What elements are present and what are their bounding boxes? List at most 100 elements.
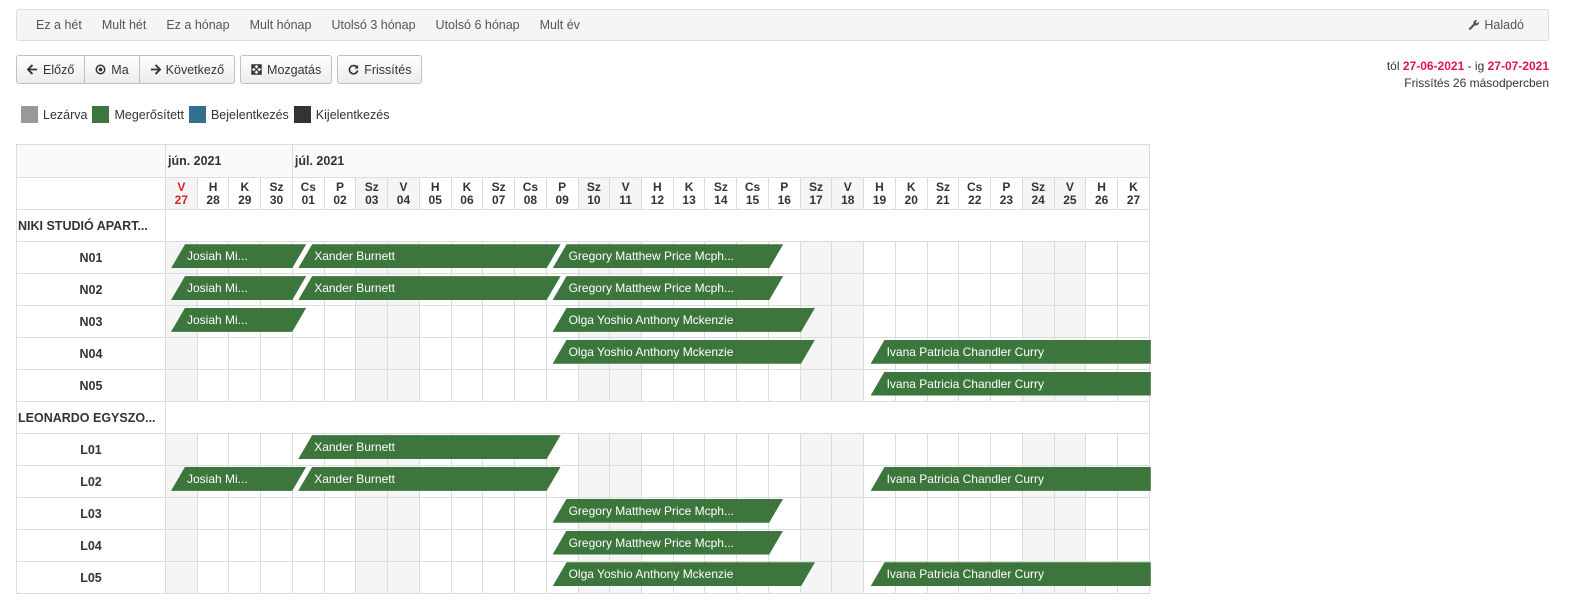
day-cell[interactable] xyxy=(1085,241,1118,274)
day-cell[interactable] xyxy=(1117,273,1150,306)
day-cell[interactable] xyxy=(260,529,293,562)
day-cell[interactable] xyxy=(799,241,833,274)
day-cell[interactable] xyxy=(831,561,865,594)
day-cell[interactable] xyxy=(418,529,452,562)
next-button[interactable]: Következő xyxy=(138,55,236,84)
prev-button[interactable]: Előző xyxy=(16,55,86,84)
day-cell[interactable] xyxy=(1053,305,1087,338)
refresh-button[interactable]: Frissítés xyxy=(337,55,423,84)
range-last-year[interactable]: Mult év xyxy=(539,18,580,32)
day-cell[interactable] xyxy=(863,433,896,466)
day-cell[interactable] xyxy=(291,337,325,370)
day-cell[interactable] xyxy=(767,369,801,402)
day-cell[interactable] xyxy=(1053,433,1087,466)
day-cell[interactable] xyxy=(545,369,579,402)
day-cell[interactable] xyxy=(767,433,801,466)
day-cell[interactable] xyxy=(228,369,262,402)
day-cell[interactable] xyxy=(1117,497,1150,530)
booking-bar[interactable]: Olga Yoshio Anthony Mckenzie xyxy=(553,308,815,332)
day-cell[interactable] xyxy=(958,529,992,562)
range-last-month[interactable]: Mult hónap xyxy=(249,18,312,32)
day-cell[interactable] xyxy=(514,561,547,594)
day-cell[interactable] xyxy=(926,305,960,338)
day-cell[interactable] xyxy=(355,337,389,370)
day-cell[interactable] xyxy=(387,529,420,562)
day-cell[interactable] xyxy=(323,529,357,562)
day-cell[interactable] xyxy=(387,369,420,402)
day-cell[interactable] xyxy=(164,561,198,594)
day-cell[interactable] xyxy=(291,369,325,402)
day-cell[interactable] xyxy=(482,561,516,594)
range-last-week[interactable]: Mult hét xyxy=(101,18,147,32)
day-cell[interactable] xyxy=(736,433,769,466)
day-cell[interactable] xyxy=(1021,273,1055,306)
day-cell[interactable] xyxy=(514,529,547,562)
day-cell[interactable] xyxy=(990,433,1023,466)
day-cell[interactable] xyxy=(418,497,452,530)
day-cell[interactable] xyxy=(863,305,896,338)
day-cell[interactable] xyxy=(894,241,928,274)
booking-bar[interactable]: Ivana Patricia Chandler Curry xyxy=(870,339,1151,364)
day-cell[interactable] xyxy=(1021,497,1055,530)
day-cell[interactable] xyxy=(355,305,389,338)
day-cell[interactable] xyxy=(926,273,960,306)
day-cell[interactable] xyxy=(926,433,960,466)
day-cell[interactable] xyxy=(228,497,262,530)
booking-bar[interactable]: Josiah Mi... xyxy=(171,244,306,268)
day-cell[interactable] xyxy=(831,497,865,530)
day-cell[interactable] xyxy=(418,337,452,370)
day-cell[interactable] xyxy=(799,497,833,530)
day-cell[interactable] xyxy=(990,241,1023,274)
day-cell[interactable] xyxy=(1085,305,1118,338)
booking-bar[interactable]: Olga Yoshio Anthony Mckenzie xyxy=(553,340,815,364)
day-cell[interactable] xyxy=(831,305,865,338)
day-cell[interactable] xyxy=(736,369,769,402)
day-cell[interactable] xyxy=(958,433,992,466)
day-cell[interactable] xyxy=(514,337,547,370)
day-cell[interactable] xyxy=(1053,241,1087,274)
day-cell[interactable] xyxy=(799,273,833,306)
booking-bar[interactable]: Xander Burnett xyxy=(298,276,560,300)
booking-bar[interactable]: Gregory Matthew Price Mcph... xyxy=(553,276,784,300)
range-this-month[interactable]: Ez a hónap xyxy=(166,18,230,32)
day-cell[interactable] xyxy=(514,369,547,402)
booking-bar[interactable]: Xander Burnett xyxy=(298,467,560,491)
day-cell[interactable] xyxy=(831,529,865,562)
day-cell[interactable] xyxy=(196,561,230,594)
day-cell[interactable] xyxy=(672,433,706,466)
day-cell[interactable] xyxy=(482,497,516,530)
day-cell[interactable] xyxy=(672,465,706,498)
day-cell[interactable] xyxy=(482,305,516,338)
day-cell[interactable] xyxy=(577,465,611,498)
day-cell[interactable] xyxy=(704,433,738,466)
day-cell[interactable] xyxy=(450,369,484,402)
day-cell[interactable] xyxy=(482,337,516,370)
day-cell[interactable] xyxy=(704,369,738,402)
day-cell[interactable] xyxy=(196,433,230,466)
day-cell[interactable] xyxy=(926,241,960,274)
day-cell[interactable] xyxy=(799,529,833,562)
day-cell[interactable] xyxy=(196,497,230,530)
day-cell[interactable] xyxy=(863,241,896,274)
day-cell[interactable] xyxy=(609,369,642,402)
day-cell[interactable] xyxy=(894,529,928,562)
day-cell[interactable] xyxy=(418,561,452,594)
day-cell[interactable] xyxy=(164,369,198,402)
day-cell[interactable] xyxy=(831,369,865,402)
day-cell[interactable] xyxy=(355,561,389,594)
day-cell[interactable] xyxy=(1021,241,1055,274)
move-button[interactable]: Mozgatás xyxy=(240,55,333,84)
day-cell[interactable] xyxy=(1053,529,1087,562)
day-cell[interactable] xyxy=(577,433,611,466)
day-cell[interactable] xyxy=(291,529,325,562)
day-cell[interactable] xyxy=(228,433,262,466)
day-cell[interactable] xyxy=(799,465,833,498)
booking-bar[interactable]: Josiah Mi... xyxy=(171,308,306,332)
day-cell[interactable] xyxy=(355,529,389,562)
booking-bar[interactable]: Ivana Patricia Chandler Curry xyxy=(870,466,1151,491)
day-cell[interactable] xyxy=(387,497,420,530)
day-cell[interactable] xyxy=(228,529,262,562)
day-cell[interactable] xyxy=(164,337,198,370)
booking-bar[interactable]: Gregory Matthew Price Mcph... xyxy=(553,244,784,268)
advanced-button[interactable]: Haladó xyxy=(1468,10,1524,40)
